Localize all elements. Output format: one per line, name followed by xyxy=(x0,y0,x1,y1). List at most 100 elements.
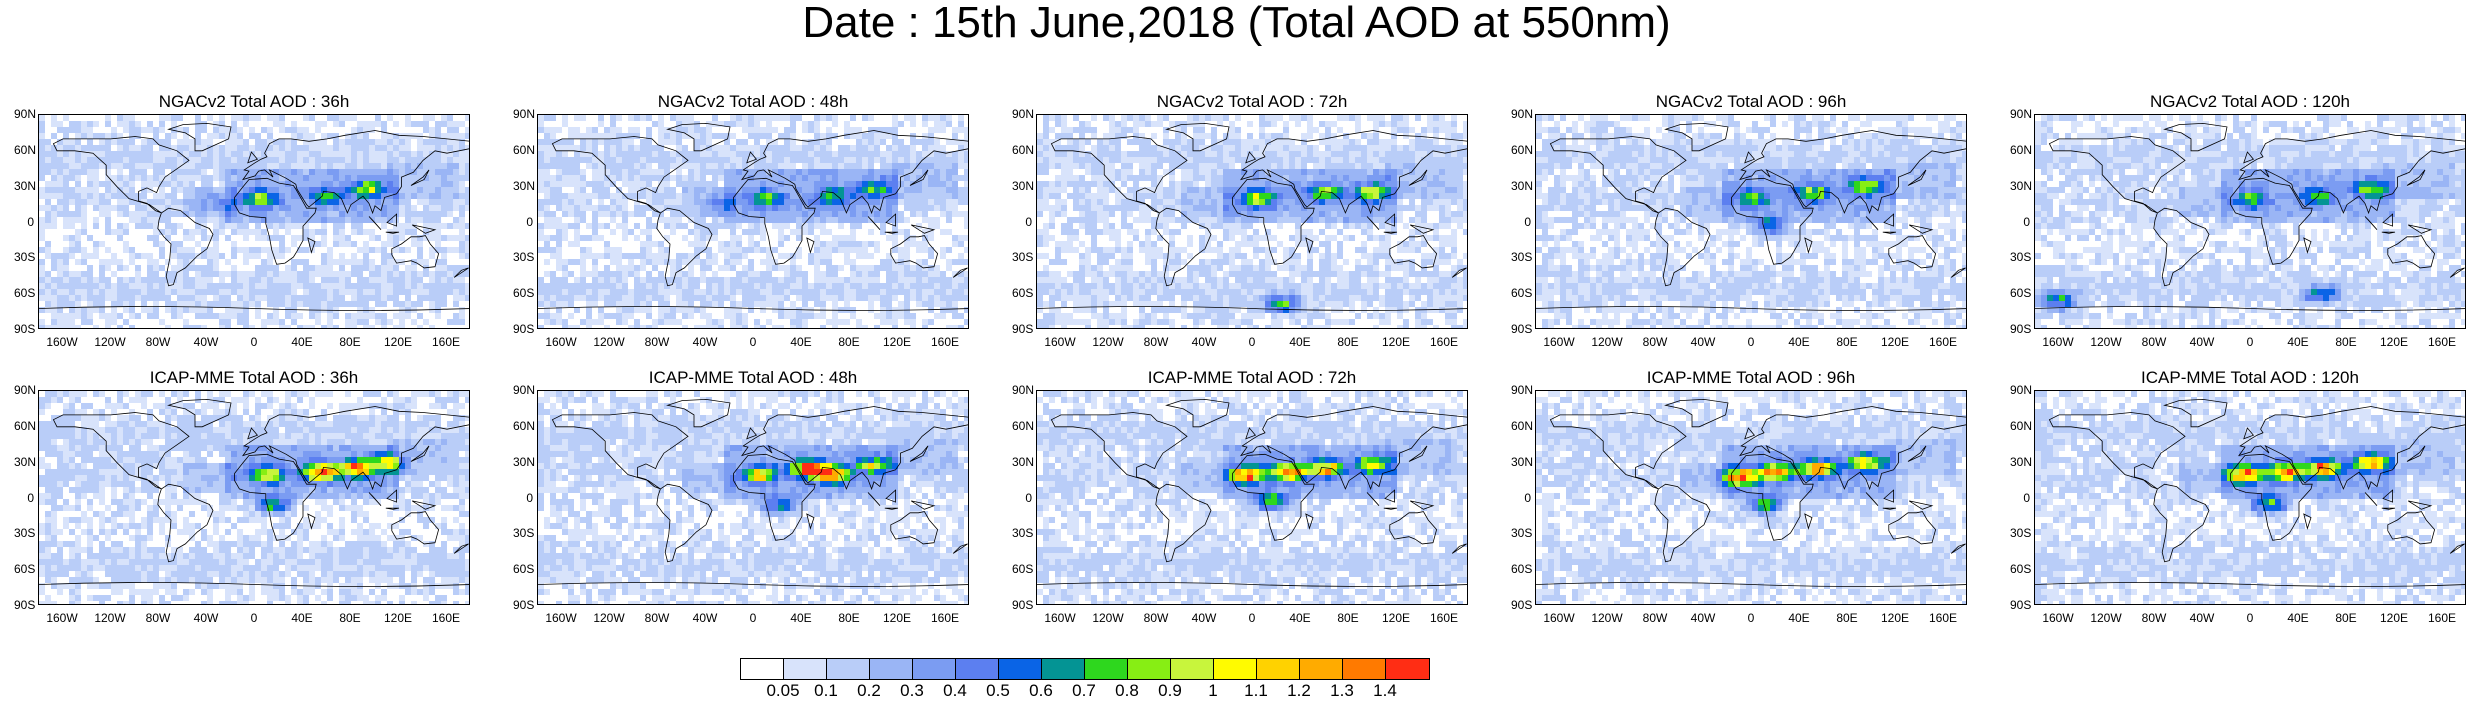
aod-cell xyxy=(868,271,874,277)
aod-cell xyxy=(465,295,469,301)
lon-tick-label: 0 xyxy=(750,336,757,348)
aod-cell xyxy=(57,139,63,145)
aod-cell xyxy=(574,217,580,223)
aod-cell xyxy=(1193,175,1199,181)
aod-cell xyxy=(309,181,315,187)
aod-cell xyxy=(802,313,808,319)
aod-cell xyxy=(1403,127,1409,133)
aod-cell xyxy=(928,253,934,259)
aod-cell xyxy=(111,283,117,289)
aod-cell xyxy=(922,121,928,127)
aod-cell xyxy=(159,241,165,247)
aod-cell xyxy=(724,199,730,205)
aod-cell xyxy=(712,187,718,193)
aod-cell xyxy=(1223,151,1229,157)
aod-cell xyxy=(742,145,748,151)
aod-cell xyxy=(1445,151,1451,157)
aod-cell xyxy=(736,223,742,229)
aod-cell xyxy=(393,301,399,307)
aod-cell xyxy=(880,139,886,145)
aod-cell xyxy=(892,121,898,127)
aod-cell xyxy=(57,277,63,283)
aod-cell xyxy=(159,151,165,157)
aod-cell xyxy=(700,241,706,247)
aod-cell xyxy=(892,241,898,247)
aod-cell xyxy=(117,259,123,265)
aod-cell xyxy=(1421,193,1427,199)
aod-cell xyxy=(177,289,183,295)
aod-cell xyxy=(682,157,688,163)
aod-cell xyxy=(640,205,646,211)
aod-cell xyxy=(1043,187,1049,193)
aod-cell xyxy=(1241,157,1247,163)
aod-cell xyxy=(862,187,868,193)
aod-cell xyxy=(1379,151,1385,157)
aod-cell xyxy=(405,163,411,169)
aod-cell xyxy=(339,223,345,229)
aod-cell xyxy=(177,127,183,133)
aod-cell xyxy=(814,223,820,229)
aod-cell xyxy=(904,199,910,205)
aod-cell xyxy=(129,127,135,133)
aod-cell xyxy=(147,139,153,145)
aod-cell xyxy=(802,139,808,145)
aod-cell xyxy=(435,271,441,277)
aod-cell xyxy=(105,295,111,301)
aod-cell xyxy=(826,133,832,139)
aod-cell xyxy=(369,175,375,181)
aod-cell xyxy=(1157,181,1163,187)
aod-cell xyxy=(862,157,868,163)
aod-cell xyxy=(1199,187,1205,193)
aod-cell xyxy=(934,283,940,289)
aod-cell xyxy=(183,319,189,325)
aod-cell xyxy=(808,283,814,289)
aod-cell xyxy=(405,181,411,187)
aod-cell xyxy=(75,301,81,307)
aod-cell xyxy=(934,223,940,229)
aod-cell xyxy=(562,145,568,151)
aod-cell xyxy=(1361,175,1367,181)
aod-cell xyxy=(309,133,315,139)
aod-cell xyxy=(243,115,249,121)
aod-cell xyxy=(1103,169,1109,175)
aod-cell xyxy=(315,319,321,325)
aod-cell xyxy=(676,289,682,295)
aod-cell xyxy=(886,295,892,301)
aod-cell xyxy=(441,271,447,277)
aod-cell xyxy=(231,277,237,283)
aod-cell xyxy=(622,163,628,169)
aod-cell xyxy=(814,151,820,157)
aod-cell xyxy=(105,319,111,325)
aod-cell xyxy=(207,193,213,199)
aod-cell xyxy=(1109,121,1115,127)
aod-cell xyxy=(369,265,375,271)
aod-cell xyxy=(51,265,57,271)
aod-cell xyxy=(135,163,141,169)
aod-cell xyxy=(844,163,850,169)
aod-cell xyxy=(760,175,766,181)
aod-cell xyxy=(1073,163,1079,169)
aod-cell xyxy=(339,169,345,175)
aod-cell xyxy=(1403,151,1409,157)
aod-cell xyxy=(153,217,159,223)
aod-cell xyxy=(57,253,63,259)
aod-cell xyxy=(940,181,946,187)
aod-cell xyxy=(760,277,766,283)
aod-cell xyxy=(441,115,447,121)
aod-cell xyxy=(69,325,75,328)
aod-cell xyxy=(1217,157,1223,163)
aod-cell xyxy=(880,163,886,169)
aod-cell xyxy=(1145,169,1151,175)
aod-cell xyxy=(303,235,309,241)
aod-cell xyxy=(862,199,868,205)
aod-cell xyxy=(766,247,772,253)
aod-cell xyxy=(772,151,778,157)
aod-cell xyxy=(808,163,814,169)
aod-cell xyxy=(934,217,940,223)
aod-cell xyxy=(682,127,688,133)
aod-cell xyxy=(778,277,784,283)
aod-cell xyxy=(1289,163,1295,169)
aod-cell xyxy=(1313,175,1319,181)
aod-cell xyxy=(189,187,195,193)
aod-cell xyxy=(1181,145,1187,151)
